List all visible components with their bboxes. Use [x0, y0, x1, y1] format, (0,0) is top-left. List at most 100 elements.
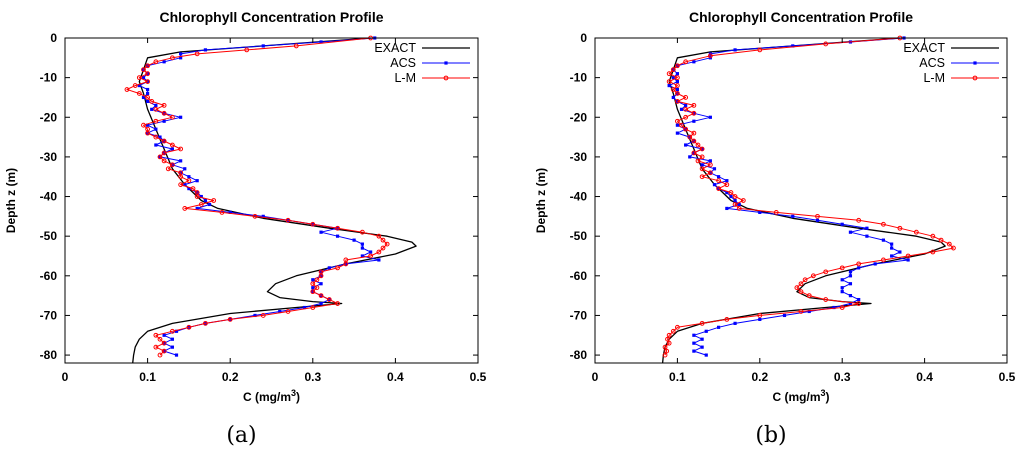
series-exact [133, 38, 416, 363]
data-point [841, 223, 844, 226]
plot-area [663, 36, 956, 363]
series-line [669, 38, 908, 355]
data-point [204, 48, 207, 51]
data-point [857, 266, 860, 269]
y-tick-label: -30 [570, 150, 588, 164]
data-point [733, 199, 736, 202]
x-tick-label: 0.1 [139, 370, 156, 384]
data-point [692, 342, 695, 345]
data-point [865, 235, 868, 238]
y-tick-label: -50 [570, 229, 588, 243]
legend-item-acs: ACS [919, 56, 999, 70]
data-point [692, 120, 695, 123]
data-point [150, 108, 153, 111]
data-point [311, 278, 314, 281]
data-point [311, 286, 314, 289]
series-acs [138, 36, 381, 356]
data-point [676, 124, 679, 127]
y-tick-label: -60 [570, 269, 588, 283]
plot-frame [595, 38, 1007, 363]
x-axis-label-suffix: ) [296, 390, 300, 404]
y-tick-label: -80 [570, 348, 588, 362]
data-point [154, 104, 157, 107]
data-point [163, 60, 166, 63]
y-tick-label: 0 [50, 31, 57, 45]
legend-item-l-m: L-M [394, 71, 470, 85]
legend: EXACTACSL-M [903, 41, 999, 85]
x-axis-label-main: C (mg/m [243, 390, 291, 404]
y-tick-label: -30 [40, 150, 58, 164]
data-point [187, 175, 190, 178]
y-tick-label: -10 [40, 71, 58, 85]
data-point [849, 282, 852, 285]
data-point [171, 147, 174, 150]
y-tick-label: -60 [40, 269, 58, 283]
series-exact [663, 38, 946, 363]
x-tick-label: 0.3 [304, 370, 321, 384]
x-tick-label: 0.2 [222, 370, 239, 384]
data-point [684, 143, 687, 146]
x-axis-label: C (mg/m3) [243, 388, 300, 404]
data-point [676, 88, 679, 91]
x-tick-label: 0 [592, 370, 599, 384]
legend: EXACTACSL-M [374, 41, 470, 85]
data-point [791, 215, 794, 218]
data-point [204, 199, 207, 202]
data-point [319, 282, 322, 285]
data-point [717, 175, 720, 178]
data-point [377, 258, 380, 261]
x-tick-label: 0.5 [470, 370, 487, 384]
data-point [841, 278, 844, 281]
y-axis-label: Depth z (m) [4, 168, 18, 233]
data-point [692, 334, 695, 337]
data-point [353, 239, 356, 242]
legend-item-exact: EXACT [903, 41, 999, 55]
y-axis-label: Depth z (m) [534, 168, 548, 233]
data-point [336, 235, 339, 238]
data-point [171, 338, 174, 341]
data-point [361, 242, 364, 245]
plot-area [125, 36, 416, 363]
x-tick-label: 0 [62, 370, 69, 384]
legend-item-exact: EXACT [374, 41, 470, 55]
legend-marker [973, 61, 976, 64]
data-point [163, 334, 166, 337]
chart-title: Chlorophyll Concentration Profile [689, 9, 913, 25]
data-point [183, 167, 186, 170]
y-tick-label: -80 [40, 348, 58, 362]
y-tick-label: 0 [580, 31, 587, 45]
data-point [196, 179, 199, 182]
data-point [733, 48, 736, 51]
series-line [663, 38, 946, 363]
data-point [890, 242, 893, 245]
data-point [146, 100, 149, 103]
data-point [857, 298, 860, 301]
data-point [319, 302, 322, 305]
data-point [849, 231, 852, 234]
x-tick-label: 0.4 [387, 370, 404, 384]
data-point [680, 108, 683, 111]
data-point [171, 346, 174, 349]
data-point [208, 203, 211, 206]
data-point [709, 116, 712, 119]
data-point [816, 219, 819, 222]
data-point [179, 159, 182, 162]
data-point [146, 92, 149, 95]
chart-panel-a: Chlorophyll Concentration Profile0 0.1 0.2… [4, 9, 487, 448]
legend-label: EXACT [374, 41, 416, 55]
y-tick-label: -10 [570, 71, 588, 85]
data-point [841, 290, 844, 293]
data-point [361, 246, 364, 249]
data-point [676, 132, 679, 135]
data-point [713, 167, 716, 170]
x-tick-label: 0.1 [669, 370, 686, 384]
data-point [676, 80, 679, 83]
y-tick-label: -70 [570, 308, 588, 322]
data-point [688, 155, 691, 158]
y-tick-label: -50 [40, 229, 58, 243]
data-point [865, 227, 868, 230]
data-point [369, 250, 372, 253]
chart-panel-b: Chlorophyll Concentration Profile0 0.1 0.2… [534, 9, 1015, 448]
panel-caption: (b) [755, 423, 786, 448]
